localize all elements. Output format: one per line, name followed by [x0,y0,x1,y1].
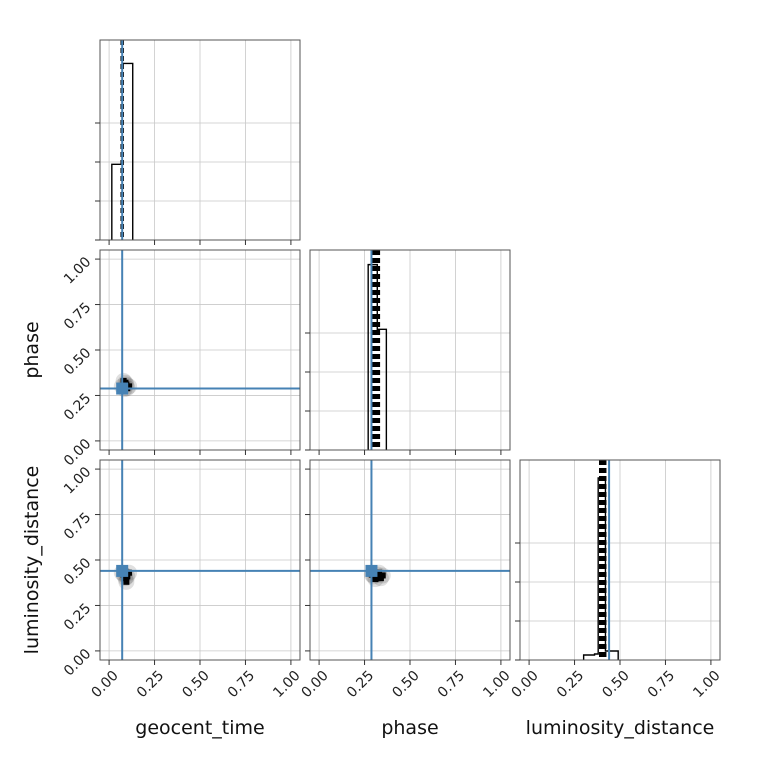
x-axis-label-geocent-time: geocent_time [135,717,264,739]
panel-phase-luminosity-distance: 0.00 0.25 0.50 0.75 1.00 [298,459,514,701]
panel-content [111,40,134,240]
panel-content [367,250,388,450]
panel-content [100,460,300,660]
y-axis-label-phase: phase [21,321,43,378]
sample-point [126,569,133,576]
histogram-luminosity-distance [582,477,619,660]
y-axis-label-luminosity-distance: luminosity_distance [21,466,43,655]
sample-point [376,569,383,576]
truth-marker [365,564,378,577]
panel-content [310,460,510,660]
sample-point [126,383,133,390]
panel-luminosity-distance-luminosity-distance: 0.00 0.25 0.50 0.75 1.00 [508,459,724,701]
panel-content [100,250,300,450]
sample-point [120,377,127,384]
x-axis-label-luminosity-distance: luminosity_distance [526,717,715,739]
histogram-phase [367,263,388,450]
panel-geocent-time-geocent-time [95,39,301,245]
truth-marker [116,564,129,577]
panel-content [582,460,619,660]
panel-geocent-time-phase: 0.000.250.500.751.00 [61,249,301,469]
truth-marker [116,382,129,395]
sample-point [379,572,386,579]
x-axis-label-phase: phase [381,717,438,739]
sample-point [372,576,379,583]
sample-point [122,575,129,582]
panel-phase-phase [305,249,511,455]
sample-point [123,578,130,585]
